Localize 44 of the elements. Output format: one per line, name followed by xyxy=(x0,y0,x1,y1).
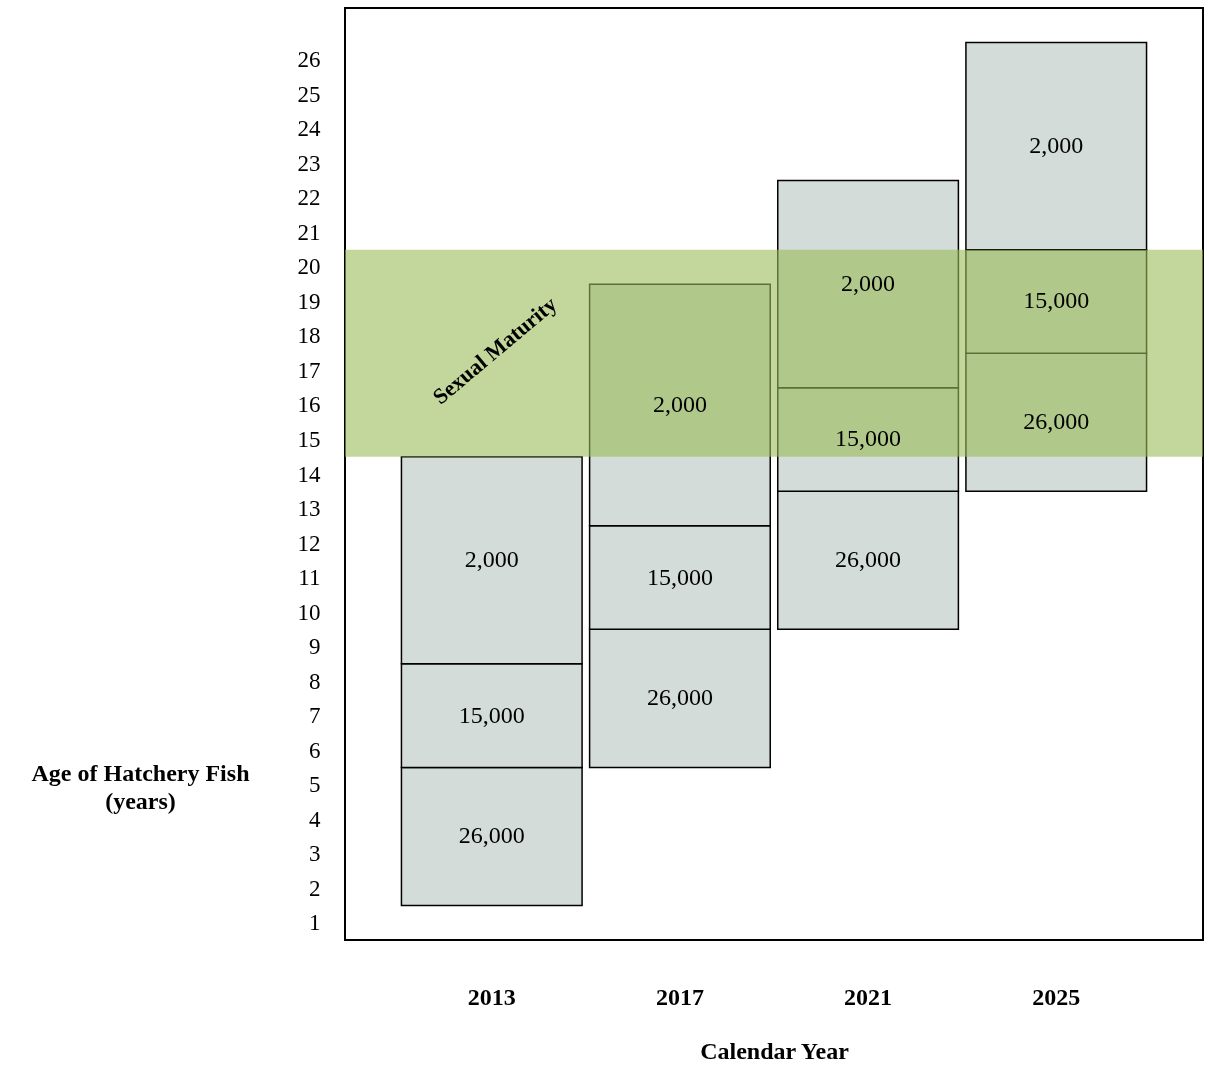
x-tick-label: 2021 xyxy=(844,983,893,1010)
text: 15,000 xyxy=(646,563,713,590)
series-label: 26,000 xyxy=(1023,408,1090,435)
y-tick-label: 13 xyxy=(297,496,321,522)
y-tick-label: 21 xyxy=(297,219,321,245)
y-tick-label: 25 xyxy=(297,81,321,107)
y-tick-label: 14 xyxy=(297,461,321,487)
y-tick-label: 7 xyxy=(309,703,321,729)
series-label: 15,000 xyxy=(458,701,525,728)
y-tick-label: 1 xyxy=(309,910,321,936)
y-tick-label: 23 xyxy=(297,150,321,176)
y-tick-label: 9 xyxy=(309,634,321,660)
x-tick-label: 2025 xyxy=(1032,983,1081,1010)
y-tick-label: 17 xyxy=(297,357,321,383)
y-tick-label: 2 xyxy=(309,875,321,901)
y-tick-label: 4 xyxy=(309,806,321,832)
y-tick-label: 10 xyxy=(297,599,321,625)
y-tick-label: 5 xyxy=(309,772,321,798)
text: 26,000 xyxy=(835,546,902,573)
y-tick-label: 22 xyxy=(297,185,321,211)
text: 2,000 xyxy=(841,270,896,297)
y-tick-label: 26 xyxy=(297,47,321,73)
text: 15,000 xyxy=(1023,287,1090,314)
y-tick-label: 24 xyxy=(297,116,321,142)
text: 26,000 xyxy=(646,684,713,711)
x-tick-label: 2017 xyxy=(655,983,704,1010)
y-tick-label: 6 xyxy=(309,737,321,763)
y-tick-label: 20 xyxy=(297,254,321,280)
series-label: 2,000 xyxy=(652,390,707,417)
y-tick-label: 3 xyxy=(309,841,321,867)
y-tick-label: 18 xyxy=(297,323,321,349)
y-tick-label: 12 xyxy=(297,530,321,556)
y-tick-label: 15 xyxy=(297,426,321,452)
text: 2,000 xyxy=(464,546,519,573)
y-axis-title: Age of Hatchery Fish (years) xyxy=(31,759,250,814)
y-tick-label: 19 xyxy=(297,288,321,314)
text: 15,000 xyxy=(835,425,902,452)
y-tick-label: 11 xyxy=(298,565,321,591)
x-tick-label: 2013 xyxy=(467,983,516,1010)
text: 2,000 xyxy=(1029,132,1084,159)
text: 26,000 xyxy=(458,822,525,849)
y-tick-label: 16 xyxy=(297,392,321,418)
y-tick-label: 8 xyxy=(309,668,321,694)
x-axis-title: Calendar Year xyxy=(700,1037,850,1064)
